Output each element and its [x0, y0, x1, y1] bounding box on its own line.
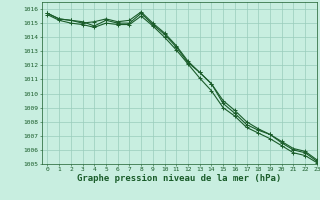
X-axis label: Graphe pression niveau de la mer (hPa): Graphe pression niveau de la mer (hPa) [77, 174, 281, 183]
